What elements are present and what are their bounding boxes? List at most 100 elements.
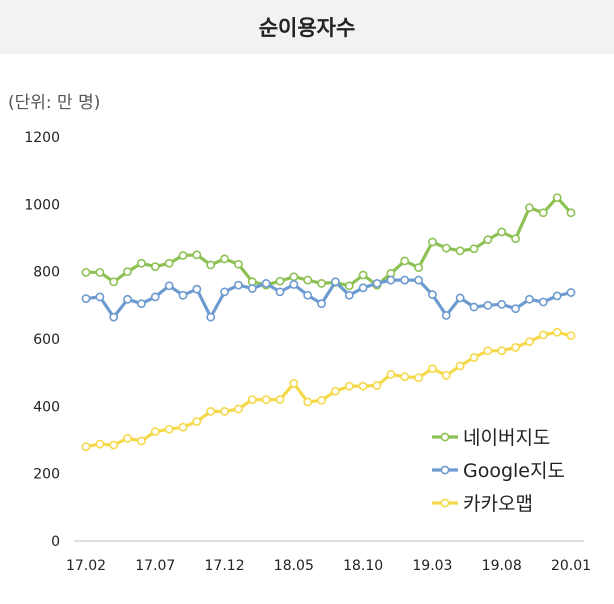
x-tick-label: 20.01	[551, 558, 591, 574]
data-point	[372, 381, 382, 390]
data-point	[331, 277, 340, 287]
data-point	[317, 299, 326, 309]
data-point	[441, 243, 451, 253]
data-point	[164, 258, 174, 268]
legend-label: 네이버지도	[463, 427, 550, 449]
data-point	[414, 275, 423, 285]
data-point	[358, 381, 368, 391]
data-point	[566, 288, 576, 297]
data-point	[386, 275, 396, 285]
data-point	[81, 267, 91, 277]
data-point	[483, 235, 493, 245]
x-tick-label: 18.05	[274, 558, 314, 574]
data-point	[95, 267, 105, 277]
data-point	[220, 287, 229, 297]
data-point	[358, 283, 368, 293]
data-point	[289, 379, 299, 388]
legend-swatch-marker	[440, 498, 450, 508]
data-point	[483, 300, 493, 310]
data-point	[358, 270, 368, 280]
data-point	[441, 370, 451, 380]
x-tick-label: 17.02	[66, 558, 106, 574]
data-point	[234, 259, 243, 269]
data-point	[469, 302, 479, 312]
data-point	[261, 395, 271, 404]
y-tick-label: 600	[33, 332, 60, 348]
data-point	[206, 406, 216, 416]
data-point	[511, 343, 520, 352]
data-point	[552, 291, 562, 301]
chart-title: 순이용자수	[258, 16, 356, 40]
x-tick-label: 18.10	[343, 558, 383, 574]
data-point	[150, 427, 160, 436]
series-line	[86, 196, 573, 288]
data-point	[455, 293, 465, 303]
data-point	[95, 292, 105, 302]
data-point	[192, 417, 202, 426]
data-point	[525, 337, 534, 347]
data-point	[455, 361, 465, 371]
data-point	[303, 290, 313, 300]
data-point	[344, 290, 354, 300]
data-point	[192, 284, 202, 294]
data-point	[400, 372, 410, 382]
data-point	[414, 263, 423, 273]
data-point	[566, 331, 576, 341]
data-point	[275, 287, 285, 297]
data-point	[400, 256, 410, 266]
y-tick-label: 1000	[24, 197, 60, 213]
data-point	[275, 276, 285, 286]
data-point	[109, 277, 119, 287]
data-point	[497, 346, 507, 356]
y-tick-label: 200	[33, 467, 60, 483]
data-point	[137, 436, 146, 446]
data-point	[206, 312, 216, 322]
data-point	[538, 330, 548, 340]
data-point	[372, 279, 382, 288]
legend-swatch-marker	[440, 465, 450, 475]
data-point	[220, 254, 229, 264]
data-point	[206, 260, 216, 270]
data-point	[344, 281, 354, 291]
x-tick-label: 17.12	[205, 558, 245, 574]
data-point	[428, 237, 437, 247]
data-point	[331, 386, 340, 396]
data-point	[81, 442, 91, 452]
data-point	[428, 290, 437, 299]
data-point	[137, 258, 146, 268]
data-point	[234, 404, 243, 414]
data-point	[469, 353, 479, 362]
data-point	[344, 381, 354, 391]
data-point	[497, 227, 507, 237]
data-point	[511, 304, 520, 314]
x-tick-label: 19.08	[482, 558, 522, 574]
data-point	[538, 297, 548, 307]
data-point	[247, 395, 257, 404]
chart-title-bar: 순이용자수	[0, 0, 614, 54]
data-point	[109, 312, 119, 322]
data-point	[317, 279, 326, 288]
data-point	[566, 208, 576, 218]
data-point	[150, 292, 160, 302]
data-point	[234, 280, 243, 290]
data-point	[497, 299, 507, 309]
data-point	[303, 397, 313, 407]
data-point	[123, 267, 132, 277]
data-point	[137, 299, 146, 309]
unit-label: (단위: 만 명)	[8, 93, 101, 113]
data-point	[261, 279, 271, 288]
y-tick-label: 400	[33, 399, 60, 415]
data-point	[538, 208, 548, 218]
data-point	[192, 250, 202, 260]
data-point	[414, 373, 423, 383]
data-point	[220, 406, 229, 416]
data-point	[95, 439, 105, 449]
data-point	[247, 284, 257, 293]
data-point	[552, 193, 562, 202]
data-point	[441, 311, 451, 320]
data-point	[178, 422, 188, 432]
x-tick-label: 19.03	[412, 558, 452, 574]
data-point	[123, 294, 132, 304]
data-point	[317, 395, 326, 405]
